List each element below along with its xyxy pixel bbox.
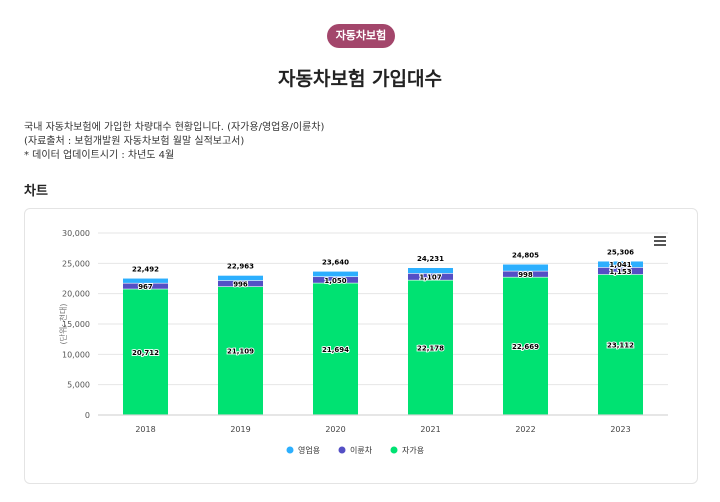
bar-segment — [503, 277, 548, 415]
total-label: 25,306 — [607, 248, 634, 256]
data-label: 23,112 — [607, 341, 634, 349]
y-tick-label: 5,000 — [67, 381, 90, 390]
bar-segment — [598, 267, 643, 275]
y-tick-label: 10,000 — [62, 350, 90, 359]
y-tick-label: 25,000 — [62, 259, 90, 268]
legend-label: 자가용 — [402, 446, 424, 455]
data-label: 1,107 — [419, 274, 441, 282]
bar-segment — [408, 267, 453, 274]
x-tick-label: 2019 — [230, 425, 250, 434]
total-label: 23,640 — [322, 259, 349, 267]
data-label: 22,178 — [417, 344, 444, 352]
bar-segment — [598, 261, 643, 268]
category-badge: 자동차보험 — [327, 24, 395, 48]
x-tick-label: 2021 — [420, 425, 440, 434]
update-note: * 데이터 업데이트시기 : 차년도 4월 — [24, 150, 175, 161]
bar-segment — [123, 289, 168, 415]
bar-segment — [218, 286, 263, 415]
legend-label: 이륜차 — [350, 445, 373, 455]
bar-segment — [123, 283, 168, 289]
source-line: (자료출처 : 보험개발원 자동차보험 월말 실적보고서) — [24, 136, 245, 147]
legend-label: 영업용 — [298, 445, 320, 455]
x-tick-label: 2020 — [325, 425, 345, 434]
data-label: 20,712 — [132, 349, 159, 357]
data-label: 1,153 — [609, 268, 631, 276]
section-title: 차트 — [24, 184, 48, 199]
x-tick-label: 2023 — [610, 425, 630, 434]
description: 국내 자동차보험에 가입한 차량대수 현황입니다. (자가용/영업용/이륜차) … — [24, 121, 324, 163]
bar-segment — [408, 273, 453, 280]
data-label: 1,041 — [609, 261, 631, 269]
total-label: 24,805 — [512, 252, 539, 260]
data-label: 996 — [233, 281, 248, 289]
page-title: 자동차보험 가입대수 — [278, 68, 442, 90]
y-tick-label: 20,000 — [62, 290, 90, 299]
bar-segment — [123, 278, 168, 283]
total-label: 22,492 — [132, 266, 159, 274]
legend-marker — [338, 446, 346, 454]
bar-segment — [408, 280, 453, 415]
x-tick-label: 2018 — [135, 425, 155, 434]
data-label: 1,050 — [324, 277, 346, 285]
x-tick-label: 2022 — [515, 425, 535, 434]
bar-segment — [313, 283, 358, 415]
bar-segment — [313, 277, 358, 283]
bar-segment — [218, 275, 263, 281]
bar-segment — [218, 280, 263, 287]
bar-segment — [503, 264, 548, 271]
y-tick-label: 0 — [85, 411, 90, 420]
bar-segment — [313, 271, 358, 277]
hamburger-menu-icon[interactable] — [654, 236, 666, 246]
y-tick-label: 30,000 — [62, 229, 90, 238]
data-label: 998 — [518, 271, 533, 279]
y-tick-label: 15,000 — [62, 320, 90, 329]
data-label: 22,669 — [512, 343, 539, 351]
total-label: 24,231 — [417, 255, 444, 263]
y-axis-title: (단위: 천대) — [58, 304, 68, 345]
legend-marker — [286, 446, 294, 454]
data-label: 21,694 — [322, 346, 349, 354]
legend-marker — [390, 446, 398, 454]
data-label: 967 — [138, 283, 153, 291]
bar-segment — [598, 274, 643, 415]
bar-segment — [503, 271, 548, 277]
data-label: 21,109 — [227, 348, 254, 356]
description-line: 국내 자동차보험에 가입한 차량대수 현황입니다. (자가용/영업용/이륜차) — [24, 122, 325, 133]
total-label: 22,963 — [227, 263, 254, 271]
